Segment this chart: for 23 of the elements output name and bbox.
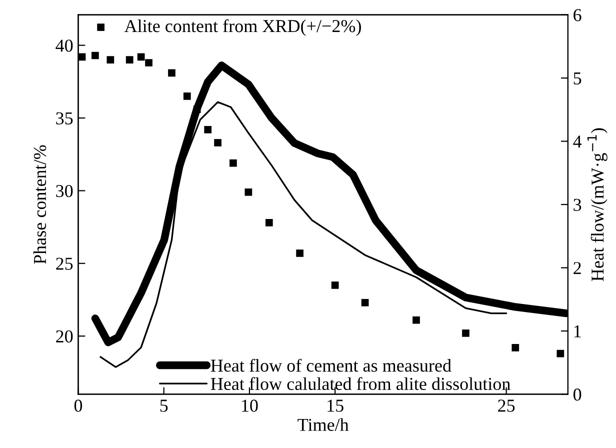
- x-tick-label: 15: [328, 400, 344, 412]
- x-tick-label: 25: [498, 400, 515, 412]
- y2-tick-label: 4: [573, 136, 582, 148]
- y2-tick-label: 0: [574, 388, 582, 401]
- y2-axis-title: Heat flow/(mW·g$^{−1}$): [587, 128, 608, 282]
- y-tick-label: 40: [56, 40, 73, 52]
- legend-label: Heat flow calulated from alite dissolution: [210, 377, 510, 390]
- x-axis-title: Time/h: [298, 418, 349, 431]
- legend-label: Heat flow of cement as measured: [210, 358, 452, 372]
- y-tick-label: 20: [56, 330, 73, 343]
- y-axis-title: Phase content/%: [33, 145, 46, 264]
- y-tick-label: 30: [56, 184, 73, 198]
- x-tick-label: 10: [242, 400, 258, 412]
- y2-tick-label: 1: [574, 325, 581, 338]
- y2-tick-label: 2: [574, 262, 581, 274]
- y-tick-label: 25: [56, 258, 73, 270]
- y-tick-label: 35: [56, 112, 73, 124]
- y2-tick-label: 5: [574, 72, 582, 84]
- y2-tick-label: 3: [574, 198, 582, 211]
- x-tick-label: 0: [74, 400, 82, 412]
- x-tick-label: 5: [160, 400, 168, 412]
- y2-tick-label: 6: [574, 9, 582, 22]
- legend-label: Alite content from XRD(+/−2%): [124, 19, 361, 36]
